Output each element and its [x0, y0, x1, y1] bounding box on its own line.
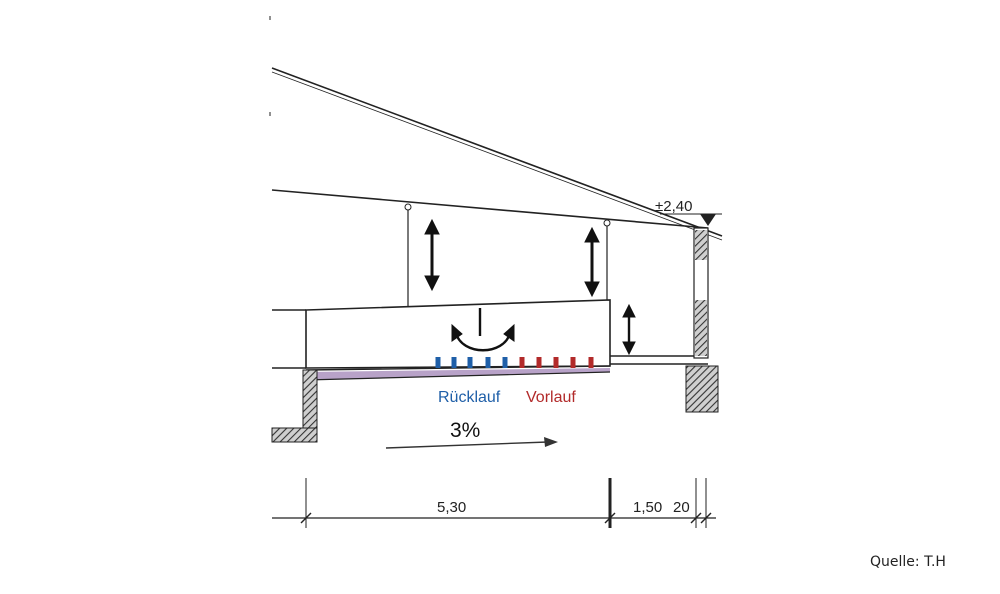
dimension-chain	[272, 478, 716, 528]
right-foundation	[685, 365, 719, 413]
dimension-side: 1,50	[633, 499, 662, 516]
supply-pipe	[536, 357, 542, 368]
hanger-left-joint	[404, 203, 412, 211]
drawing-area	[270, 8, 725, 543]
airflow-icon	[451, 308, 515, 352]
return-pipe	[451, 357, 457, 368]
return-pipe	[502, 357, 508, 368]
hanger-right-joint	[603, 219, 611, 227]
dimension-main: 5,30	[437, 499, 466, 516]
roof-line-inner	[271, 71, 723, 241]
slab-bottom	[305, 371, 611, 381]
return-label: Rücklauf	[438, 389, 501, 406]
adjust-arrow-2	[584, 226, 600, 298]
pipe-group	[435, 357, 594, 368]
roof-line	[271, 67, 723, 237]
ceiling-line	[271, 189, 709, 229]
slope-arrow	[385, 437, 558, 449]
left-footing	[271, 427, 318, 443]
right-wall-hatch-bottom	[695, 300, 707, 356]
dimension-wall: 20	[673, 499, 690, 516]
return-pipe	[435, 357, 441, 368]
elevation-marker: ±2,40	[655, 198, 722, 226]
slope-label: 3%	[450, 419, 480, 442]
supply-pipe	[570, 357, 576, 368]
supply-label: Vorlauf	[526, 389, 576, 406]
supply-pipe	[553, 357, 559, 368]
supply-pipe	[519, 357, 525, 368]
right-wall-hatch-top	[695, 230, 707, 260]
return-pipe	[485, 357, 491, 368]
slab-top	[305, 365, 611, 371]
supply-pipe	[588, 357, 594, 368]
source-credit: Quelle: T.H	[870, 554, 946, 570]
slab-layer	[306, 368, 610, 380]
adjust-arrow-1	[424, 218, 440, 292]
elevation-label: ±2,40	[655, 198, 692, 215]
adjust-arrow-3	[622, 303, 636, 356]
return-pipe	[467, 357, 473, 368]
